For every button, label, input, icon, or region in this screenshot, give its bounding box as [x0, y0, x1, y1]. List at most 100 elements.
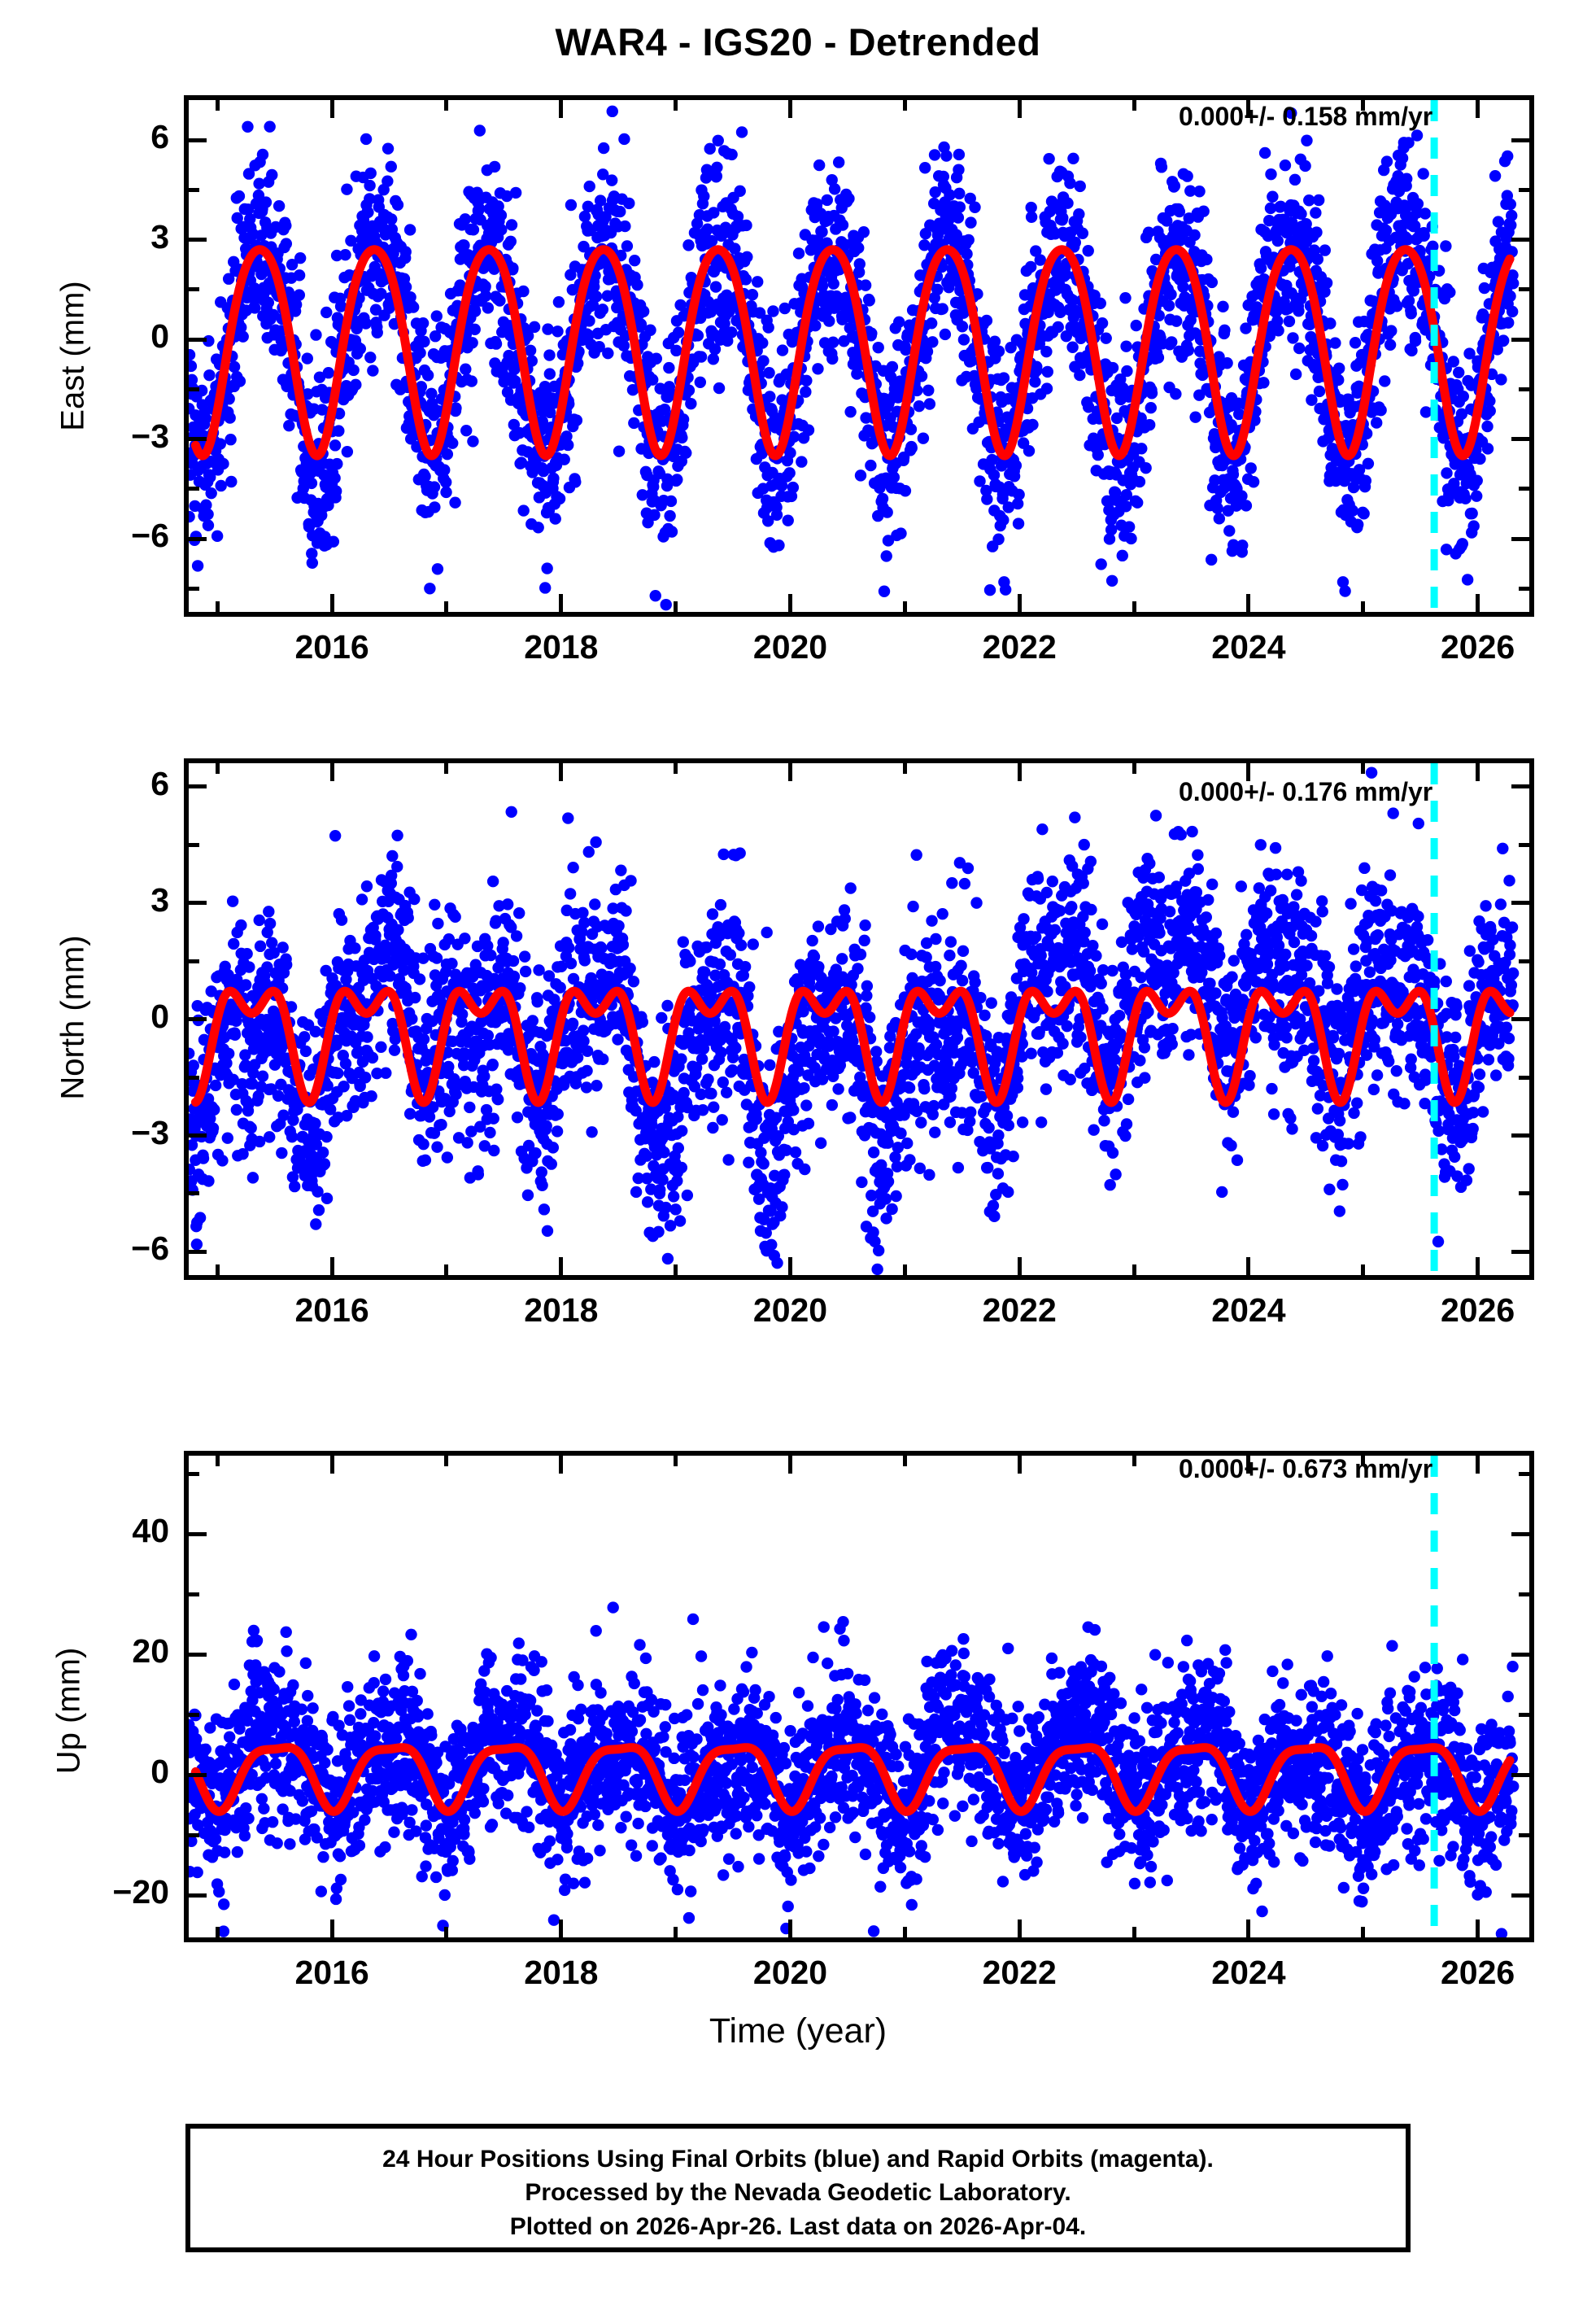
x-tick-up — [444, 1456, 449, 1466]
y-tick-east — [1519, 287, 1529, 292]
y-tick-label-up: −20 — [112, 1873, 169, 1911]
x-tick-north — [674, 1264, 678, 1275]
x-tick-east — [902, 100, 907, 111]
x-tick-label-north: 2022 — [982, 1291, 1057, 1329]
y-tick-up — [1519, 1832, 1529, 1837]
y-tick-up — [189, 1893, 207, 1898]
y-tick-up — [189, 1652, 207, 1657]
x-axis-title: Time (year) — [709, 2011, 887, 2051]
y-tick-east — [189, 138, 207, 142]
model-fit-line-east — [190, 245, 1515, 461]
x-tick-east — [1361, 601, 1366, 612]
y-tick-up — [189, 1531, 207, 1536]
x-tick-up — [1476, 1919, 1480, 1937]
y-tick-north — [1511, 784, 1529, 789]
x-tick-north — [329, 1257, 334, 1275]
x-tick-up — [1361, 1927, 1366, 1937]
x-tick-up — [329, 1456, 334, 1474]
x-tick-label-north: 2016 — [294, 1291, 369, 1329]
x-tick-up — [444, 1927, 449, 1937]
y-tick-up — [189, 1471, 199, 1476]
y-tick-east — [1511, 437, 1529, 442]
y-tick-label-north: 0 — [150, 997, 169, 1035]
x-tick-east — [444, 100, 449, 111]
x-tick-up — [1017, 1456, 1022, 1474]
x-tick-north — [559, 763, 564, 781]
x-tick-up — [674, 1927, 678, 1937]
y-tick-east — [1511, 138, 1529, 142]
y-tick-label-up: 0 — [150, 1753, 169, 1791]
x-tick-label-north: 2024 — [1211, 1291, 1286, 1329]
x-tick-east — [788, 594, 792, 612]
y-tick-label-east: −3 — [131, 417, 169, 455]
y-tick-east — [1511, 238, 1529, 242]
x-tick-up — [788, 1456, 792, 1474]
plot-area-east — [184, 95, 1534, 617]
y-tick-up — [189, 1832, 199, 1837]
x-tick-east — [1476, 100, 1480, 118]
y-tick-north — [1511, 1017, 1529, 1021]
y-tick-north — [1519, 1191, 1529, 1196]
x-tick-north — [1361, 763, 1366, 774]
y-tick-north — [189, 901, 207, 905]
y-tick-up — [1511, 1893, 1529, 1898]
y-tick-east — [189, 387, 199, 391]
x-tick-east — [674, 100, 678, 111]
x-tick-east — [788, 100, 792, 118]
x-tick-east — [329, 100, 334, 118]
x-tick-north — [1476, 1257, 1480, 1275]
y-tick-north — [189, 1133, 207, 1138]
y-axis-title-up: Up (mm) — [50, 1647, 87, 1775]
x-tick-up — [902, 1456, 907, 1466]
y-tick-east — [1519, 586, 1529, 591]
footer-line-3: Plotted on 2026-Apr-26. Last data on 202… — [509, 2212, 1087, 2240]
x-tick-east — [1017, 100, 1022, 118]
x-tick-up — [215, 1456, 220, 1466]
plot-canvas-up — [189, 1456, 1520, 1937]
x-tick-east — [329, 594, 334, 612]
y-tick-up — [1519, 1712, 1529, 1717]
y-tick-north — [1519, 1075, 1529, 1080]
x-tick-label-east: 2024 — [1211, 628, 1286, 666]
x-tick-label-east: 2020 — [752, 628, 828, 666]
y-tick-label-east: −6 — [131, 517, 169, 555]
x-tick-north — [215, 1264, 220, 1275]
x-tick-east — [215, 100, 220, 111]
x-tick-label-up: 2018 — [524, 1954, 599, 1991]
x-tick-label-north: 2026 — [1440, 1291, 1515, 1329]
x-tick-north — [1017, 1257, 1022, 1275]
x-tick-east — [559, 100, 564, 118]
x-tick-east — [902, 601, 907, 612]
x-tick-up — [215, 1927, 220, 1937]
model-fit-line-north — [190, 986, 1515, 1107]
y-tick-east — [189, 287, 199, 292]
y-tick-label-north: 3 — [150, 880, 169, 919]
footer-note-box: 24 Hour Positions Using Final Orbits (bl… — [185, 2124, 1411, 2252]
y-tick-north — [189, 1017, 207, 1021]
x-tick-east — [1246, 594, 1251, 612]
y-tick-east — [1511, 536, 1529, 541]
x-tick-up — [788, 1919, 792, 1937]
y-tick-label-east: 6 — [150, 118, 169, 155]
y-tick-north — [1519, 842, 1529, 847]
y-tick-label-up: 20 — [132, 1632, 169, 1671]
x-tick-up — [674, 1456, 678, 1466]
scatter-points-up — [189, 1601, 1520, 1937]
x-tick-up — [1246, 1456, 1251, 1474]
rate-annotation-east: 0.000+/- 0.158 mm/yr — [1179, 102, 1433, 131]
plot-canvas-east — [189, 100, 1520, 612]
x-tick-label-up: 2024 — [1211, 1954, 1286, 1991]
x-tick-north — [902, 1264, 907, 1275]
x-tick-label-up: 2016 — [294, 1954, 369, 1991]
x-tick-north — [444, 1264, 449, 1275]
x-tick-east — [1017, 594, 1022, 612]
x-tick-north — [444, 763, 449, 774]
x-tick-north — [788, 763, 792, 781]
x-tick-east — [1132, 601, 1136, 612]
x-tick-up — [329, 1919, 334, 1937]
y-tick-east — [189, 437, 207, 442]
y-tick-up — [189, 1772, 207, 1777]
x-tick-north — [788, 1257, 792, 1275]
y-tick-east — [189, 337, 207, 342]
x-tick-up — [1132, 1456, 1136, 1466]
